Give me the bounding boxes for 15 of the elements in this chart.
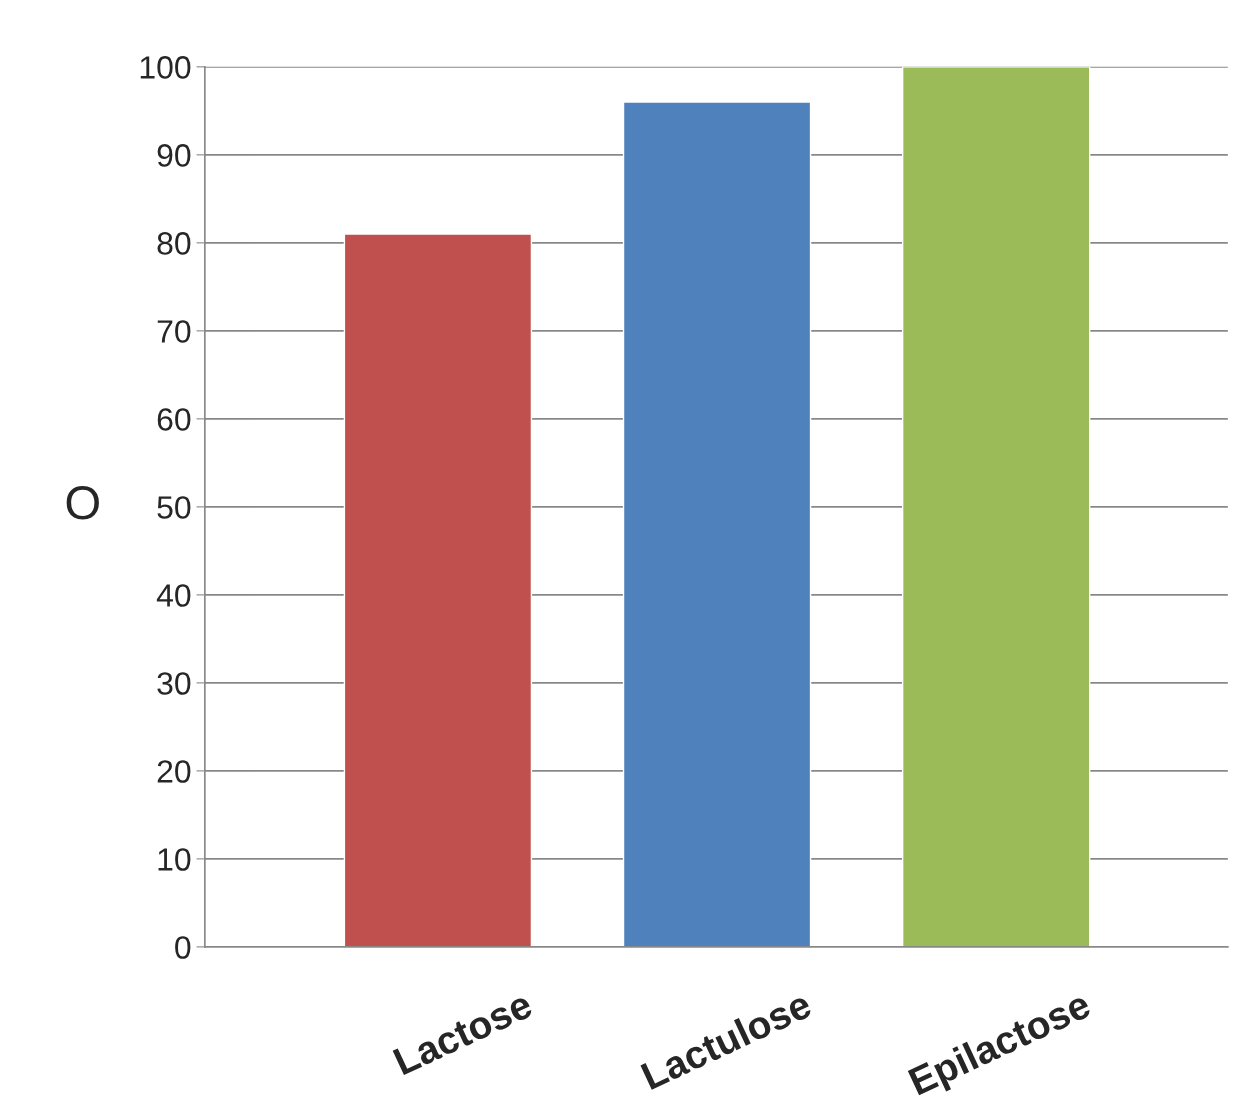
y-tick-label: 90 [157, 144, 191, 167]
y-axis-title: O [66, 486, 99, 520]
bar [343, 233, 533, 947]
y-tick-label: 50 [157, 496, 191, 519]
y-tick-label: 40 [156, 584, 191, 607]
y-tick-label: 80 [157, 232, 191, 255]
y-tick-label: 10 [158, 848, 191, 871]
y-tick-label: 20 [157, 760, 191, 783]
bar [622, 101, 812, 947]
y-tick-label: 100 [140, 56, 191, 79]
y-tick-label: 0 [175, 936, 191, 959]
y-tick-label: 30 [157, 672, 191, 695]
bar [901, 66, 1091, 947]
y-tick-label: 70 [157, 320, 191, 343]
y-tick-label: 60 [157, 408, 191, 431]
